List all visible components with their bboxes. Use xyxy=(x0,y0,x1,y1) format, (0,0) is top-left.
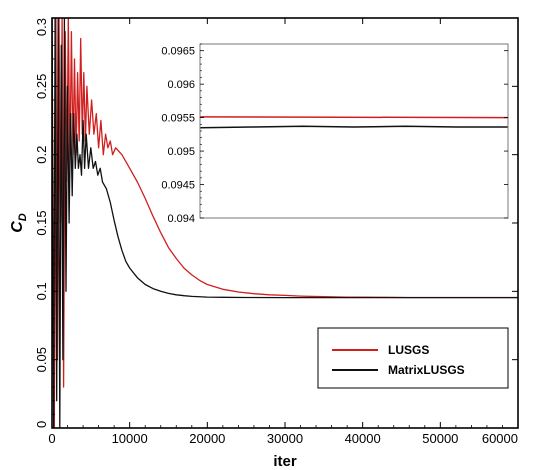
x-axis-title: iter xyxy=(273,453,297,470)
x-tick-label: 0 xyxy=(48,431,55,446)
x-tick-label: 50000 xyxy=(422,431,458,446)
y-tick-label: 0.05 xyxy=(34,347,49,372)
y-tick-label: 0 xyxy=(34,421,49,428)
x-tick-label: 60000 xyxy=(482,431,518,446)
inset-series-line-matrixlusgs xyxy=(200,125,508,129)
inset-plot: 0.094 0.0945 0.095 0.0955 0.096 0.0965 xyxy=(161,43,509,225)
series-group xyxy=(52,18,518,428)
inset-y-tick-label: 0.095 xyxy=(167,146,195,158)
inset-y-tick-label: 0.0945 xyxy=(161,180,195,192)
x-tick-label: 30000 xyxy=(267,431,303,446)
legend-box xyxy=(317,327,509,389)
y-tick-label: 0.15 xyxy=(34,210,49,235)
inset-y-tick-label: 0.0965 xyxy=(161,46,195,58)
x-tick-label: 40000 xyxy=(345,431,381,446)
y-tick-label: 0.25 xyxy=(34,74,49,99)
inset-background xyxy=(200,44,508,218)
legend-label: MatrixLUSGS xyxy=(388,363,465,377)
inset-series-line-lusgs xyxy=(200,116,508,119)
y-tick-label: 0.3 xyxy=(34,18,49,36)
x-tick-label: 20000 xyxy=(189,431,225,446)
series-line-lusgs xyxy=(52,18,518,428)
inset-series-group xyxy=(200,116,508,129)
legend-label: LUSGS xyxy=(388,343,429,357)
x-tick-label: 10000 xyxy=(112,431,148,446)
legend: LUSGS MatrixLUSGS xyxy=(317,327,509,389)
inset-y-tick-label: 0.094 xyxy=(167,213,195,225)
inset-y-tick-label: 0.096 xyxy=(167,79,195,91)
inset-y-tick-label: 0.0955 xyxy=(161,113,195,125)
y-axis-title: CD xyxy=(9,213,29,233)
y-tick-label: 0.2 xyxy=(34,146,49,164)
y-tick-label: 0.1 xyxy=(34,282,49,300)
series-line-matrixlusgs xyxy=(52,18,518,428)
main-plot: 0 10000 20000 30000 40000 50000 60000 0 0.05 0.1 0… xyxy=(9,17,519,470)
